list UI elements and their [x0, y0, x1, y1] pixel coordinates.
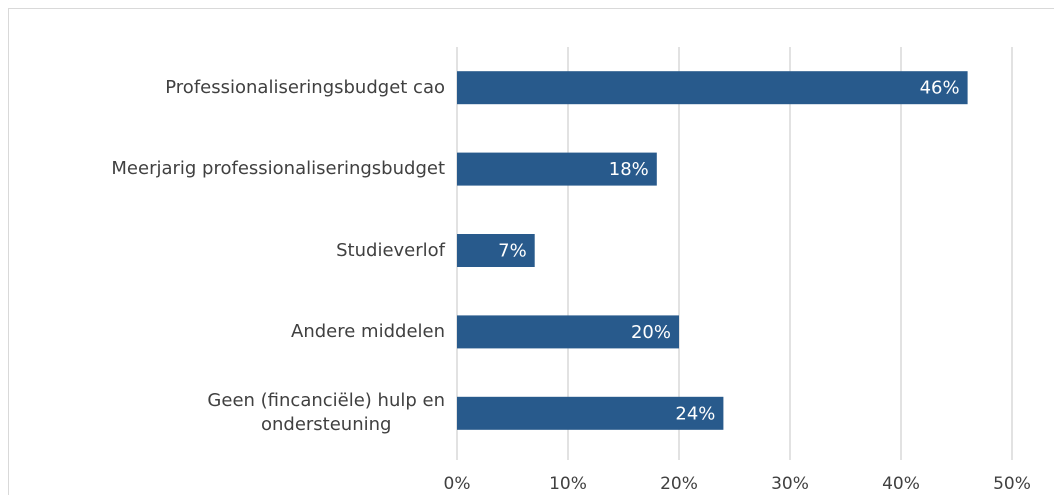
category-label: Professionaliseringsbudget cao	[165, 76, 445, 98]
x-tick-label: 40%	[882, 474, 920, 494]
bar	[457, 315, 679, 349]
category-label: Geen (fincanciële) hulp en ondersteuning	[207, 390, 445, 436]
category-label: Studieverlof	[336, 239, 445, 261]
data-label: 46%	[920, 78, 960, 99]
bar	[457, 71, 968, 105]
chart-border	[8, 8, 1054, 495]
data-label: 20%	[631, 322, 671, 343]
data-label: 18%	[609, 159, 649, 180]
x-tick-label: 20%	[660, 474, 698, 494]
bar	[457, 152, 657, 186]
x-tick-label: 0%	[444, 474, 471, 494]
bar	[457, 396, 724, 430]
data-label: 7%	[498, 241, 527, 262]
category-label: Andere middelen	[291, 320, 445, 342]
x-tick-label: 50%	[993, 474, 1031, 494]
category-label: Meerjarig professionaliseringsbudget	[111, 158, 445, 180]
bar	[457, 234, 535, 267]
x-tick-label: 10%	[549, 474, 587, 494]
x-tick-label: 30%	[771, 474, 809, 494]
data-label: 24%	[675, 403, 715, 424]
